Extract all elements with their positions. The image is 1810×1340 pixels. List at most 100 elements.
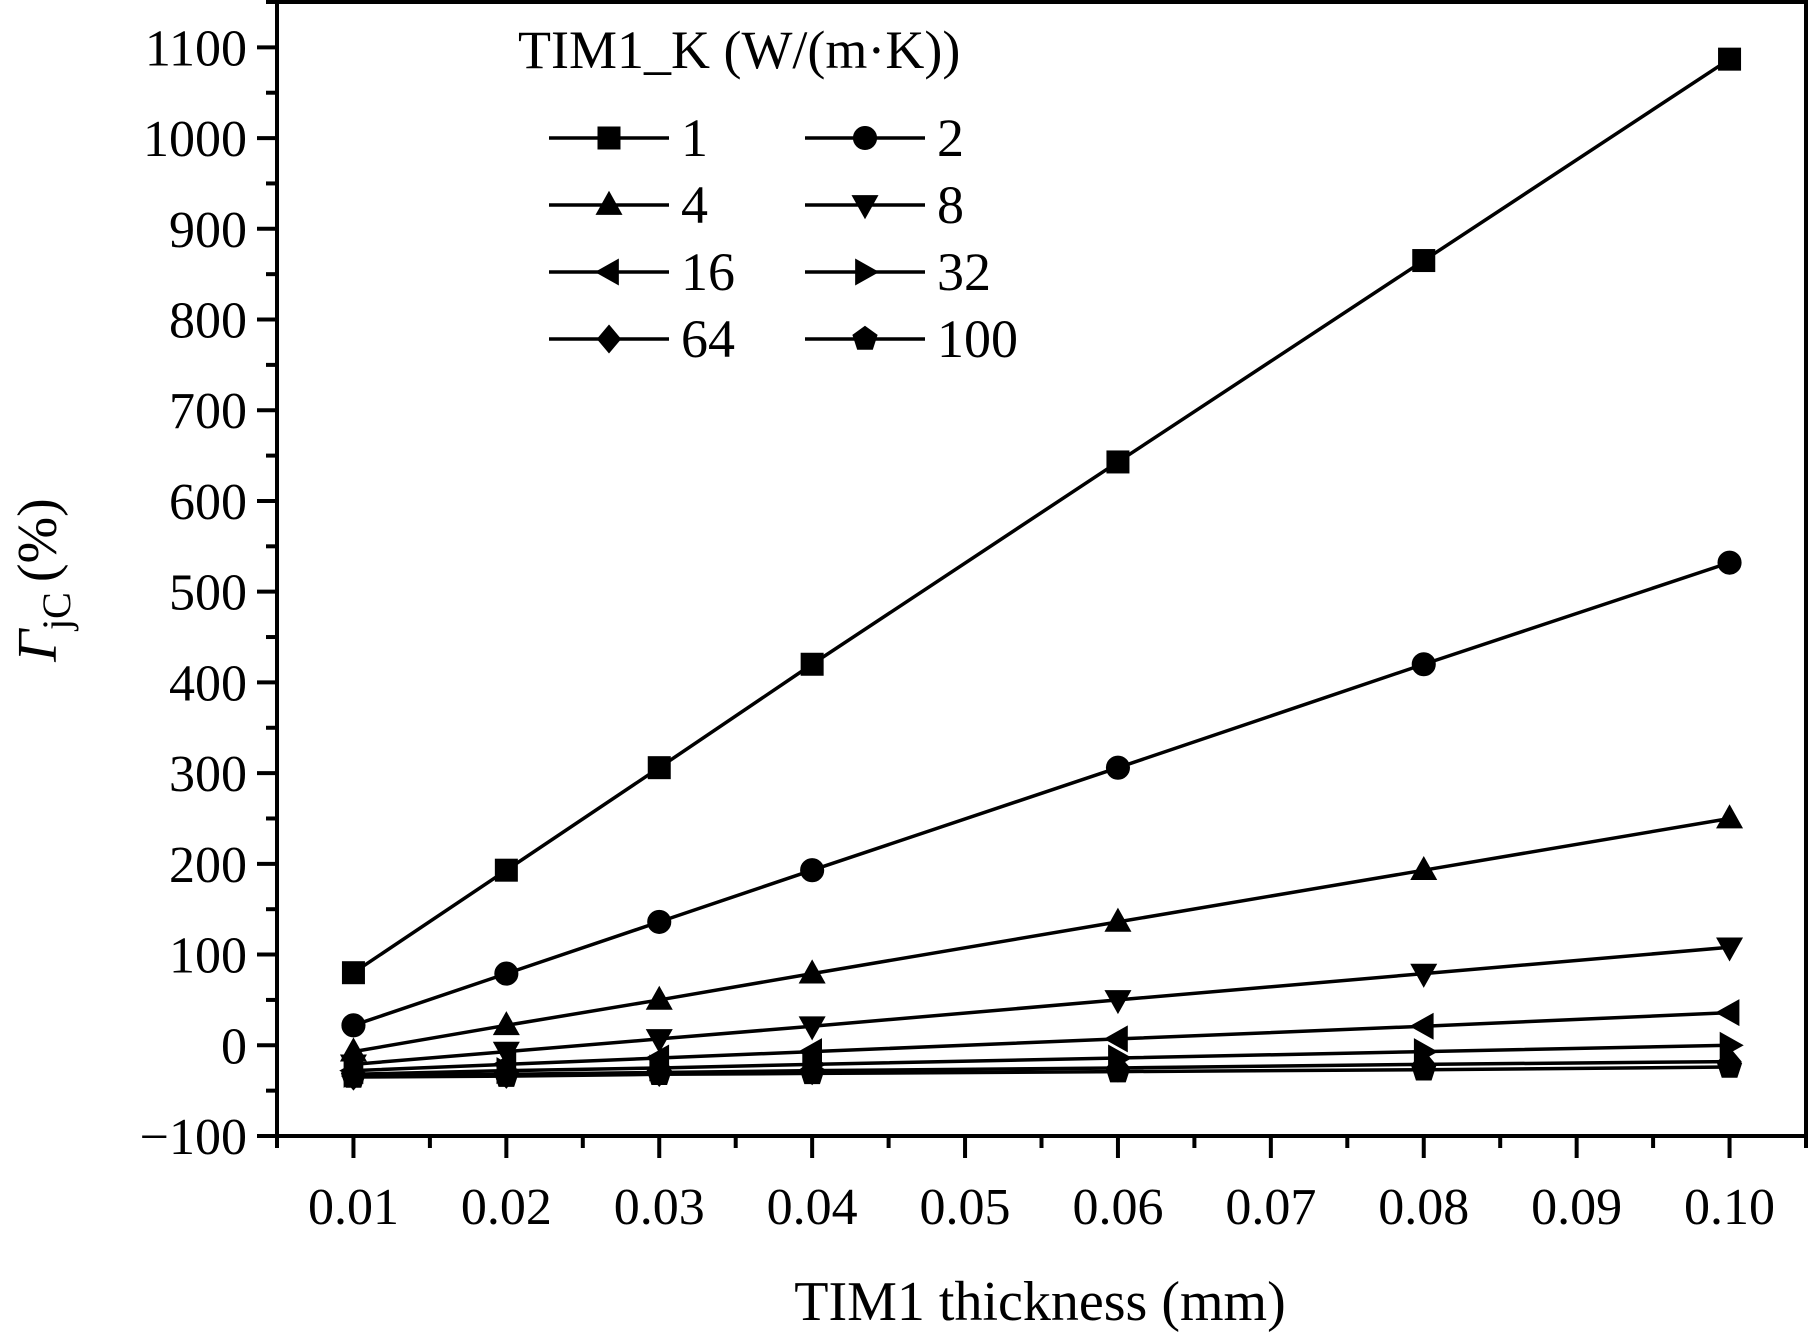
x-tick-label: 0.04 bbox=[767, 1179, 858, 1236]
series-line bbox=[352, 560, 1731, 1027]
x-tick-label: 0.03 bbox=[614, 1179, 705, 1236]
y-tick-label: 0 bbox=[221, 1018, 247, 1075]
legend-item: 64 bbox=[549, 309, 735, 369]
legend-item: 100 bbox=[805, 309, 1018, 369]
y-tick-label: 200 bbox=[169, 837, 247, 894]
x-tick-label: 0.07 bbox=[1225, 1179, 1316, 1236]
data-point bbox=[1715, 999, 1740, 1027]
data-point bbox=[1104, 907, 1132, 932]
data-point bbox=[340, 1063, 367, 1088]
x-tick-label: 0.05 bbox=[920, 1179, 1011, 1236]
legend-item: 16 bbox=[549, 242, 735, 302]
data-point bbox=[647, 756, 671, 780]
legend: TIM1_K (W/(m·K)) 1 2 4 8 16 32 64 100 bbox=[518, 20, 1018, 369]
data-point bbox=[647, 909, 672, 934]
data-point bbox=[800, 652, 824, 676]
legend-label: 4 bbox=[681, 175, 708, 235]
y-axis-label-symbol: Γ bbox=[7, 628, 69, 663]
data-point bbox=[1104, 990, 1132, 1015]
y-tick-label: 300 bbox=[169, 746, 247, 803]
data-point bbox=[1103, 1025, 1128, 1053]
axes: 110010009008007006005004003002001000−100… bbox=[140, 0, 1808, 1236]
series-100 bbox=[340, 1053, 1743, 1088]
data-point bbox=[493, 1062, 519, 1087]
data-point bbox=[1412, 249, 1436, 273]
series-layer bbox=[339, 47, 1744, 1091]
legend-marker bbox=[596, 324, 622, 354]
data-point bbox=[341, 1013, 366, 1038]
x-axis-label: TIM1 thickness (mm) bbox=[794, 1271, 1285, 1333]
y-axis-label: ΓjC (%) bbox=[7, 498, 79, 663]
data-point bbox=[1409, 1012, 1434, 1040]
data-point bbox=[646, 1061, 672, 1086]
legend-item: 4 bbox=[549, 175, 708, 235]
y-tick-label: 800 bbox=[169, 293, 247, 350]
series-2 bbox=[341, 550, 1742, 1038]
data-point bbox=[1718, 47, 1742, 71]
data-point bbox=[798, 959, 826, 984]
y-tick-label: 1000 bbox=[143, 111, 247, 168]
data-point bbox=[1105, 755, 1130, 780]
data-point bbox=[1716, 1053, 1743, 1078]
legend-marker bbox=[597, 126, 621, 150]
data-point bbox=[1411, 1056, 1437, 1081]
series-line bbox=[353, 816, 1730, 1054]
legend-marker bbox=[852, 325, 878, 350]
y-tick-label: 500 bbox=[169, 565, 247, 622]
legend-marker bbox=[855, 258, 880, 286]
legend-item: 8 bbox=[805, 175, 964, 235]
legend-marker bbox=[851, 195, 879, 220]
data-point bbox=[494, 961, 519, 986]
y-tick-label: 1100 bbox=[145, 20, 247, 77]
x-tick-label: 0.09 bbox=[1531, 1179, 1622, 1236]
y-tick-label: −100 bbox=[140, 1109, 247, 1166]
legend-marker bbox=[594, 258, 619, 286]
data-point bbox=[341, 961, 365, 985]
y-axis-label-unit: (%) bbox=[7, 498, 69, 582]
data-point bbox=[1716, 937, 1744, 962]
data-point bbox=[1717, 550, 1742, 575]
data-point bbox=[1106, 450, 1130, 474]
y-tick-label: 600 bbox=[169, 474, 247, 531]
legend-item: 2 bbox=[805, 108, 964, 168]
legend-item: 1 bbox=[549, 108, 708, 168]
legend-label: 64 bbox=[681, 309, 735, 369]
y-tick-label: 100 bbox=[169, 928, 247, 985]
data-point bbox=[799, 1060, 825, 1085]
y-tick-label: 900 bbox=[169, 202, 247, 259]
data-point bbox=[1410, 855, 1438, 881]
data-point bbox=[1410, 963, 1438, 988]
data-point bbox=[645, 1029, 673, 1054]
x-tick-label: 0.06 bbox=[1072, 1179, 1163, 1236]
legend-item: 32 bbox=[805, 242, 991, 302]
y-tick-label: 700 bbox=[169, 383, 247, 440]
legend-marker bbox=[852, 125, 878, 151]
legend-marker bbox=[595, 190, 623, 215]
data-point bbox=[645, 985, 673, 1010]
data-point bbox=[1716, 804, 1744, 829]
x-tick-label: 0.10 bbox=[1684, 1179, 1775, 1236]
data-point bbox=[800, 858, 825, 883]
legend-label: 2 bbox=[937, 108, 964, 168]
legend-label: 100 bbox=[937, 309, 1018, 369]
y-tick-label: 400 bbox=[169, 655, 247, 712]
y-axis-label-subscript: jC bbox=[34, 592, 79, 632]
legend-title: TIM1_K (W/(m·K)) bbox=[518, 20, 960, 80]
legend-label: 32 bbox=[937, 242, 991, 302]
data-point bbox=[1105, 1058, 1131, 1083]
series-line bbox=[353, 945, 1730, 1067]
legend-label: 16 bbox=[681, 242, 735, 302]
data-point bbox=[494, 858, 518, 882]
legend-label: 1 bbox=[681, 108, 708, 168]
data-point bbox=[1411, 652, 1436, 677]
x-tick-label: 0.08 bbox=[1378, 1179, 1469, 1236]
data-point bbox=[492, 1011, 520, 1036]
x-tick-label: 0.02 bbox=[461, 1179, 552, 1236]
series-1 bbox=[341, 47, 1742, 985]
data-point bbox=[798, 1016, 826, 1041]
legend-label: 8 bbox=[937, 175, 964, 235]
series-line bbox=[352, 57, 1731, 975]
x-tick-label: 0.01 bbox=[308, 1179, 399, 1236]
